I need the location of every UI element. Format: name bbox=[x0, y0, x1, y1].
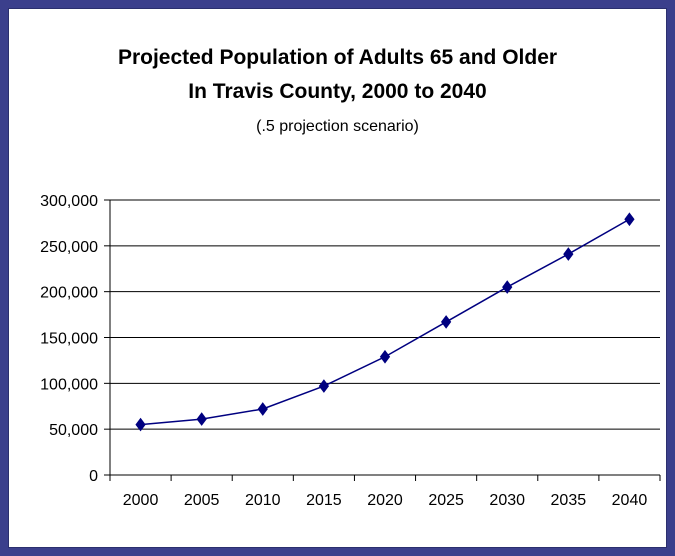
y-tick-label-6: 300,000 bbox=[40, 193, 98, 210]
y-tick-label-3: 150,000 bbox=[40, 331, 98, 348]
gridlines bbox=[110, 199, 660, 430]
data-point-2010 bbox=[257, 402, 268, 416]
y-tick-label-1: 50,000 bbox=[49, 422, 98, 439]
data-point-2015 bbox=[318, 379, 330, 393]
chart-area bbox=[8, 8, 667, 548]
data-point-2020 bbox=[379, 349, 391, 364]
data-point-2035 bbox=[563, 247, 574, 261]
x-tick-label-2030: 2030 bbox=[489, 492, 525, 509]
series-line-0 bbox=[140, 218, 630, 426]
data-point-2030 bbox=[502, 280, 513, 294]
series-layer bbox=[135, 212, 635, 432]
x-tick-label-2025: 2025 bbox=[428, 492, 464, 509]
x-tick-label-2040: 2040 bbox=[612, 492, 648, 509]
y-tick-label-4: 200,000 bbox=[40, 285, 98, 302]
x-tick-label-2020: 2020 bbox=[367, 492, 403, 509]
x-tick-label-2010: 2010 bbox=[245, 492, 281, 509]
x-axis-ticks: 2000 2005 2010 2015 2020 2025 2030 2035 2040 bbox=[109, 475, 661, 509]
data-point-2040 bbox=[624, 212, 635, 227]
data-point-2025 bbox=[440, 315, 452, 329]
data-point-2000 bbox=[135, 417, 146, 432]
x-tick-label-2005: 2005 bbox=[184, 492, 220, 509]
y-tick-label-0: 0 bbox=[89, 468, 98, 485]
x-tick-label-2000: 2000 bbox=[123, 492, 159, 509]
chart-title-line-2: In Travis County, 2000 to 2040 bbox=[188, 80, 487, 103]
chart-subtitle: (.5 projection scenario) bbox=[256, 118, 419, 135]
chart-title-line-1: Projected Population of Adults 65 and Ol… bbox=[117, 46, 558, 69]
data-point-2005 bbox=[196, 412, 207, 426]
y-axis-ticks: 0 50,000 100,000 150,000 200,000 250,000 300,0… bbox=[40, 193, 110, 485]
x-tick-label-2035: 2035 bbox=[551, 492, 587, 509]
y-tick-label-5: 250,000 bbox=[40, 239, 98, 256]
x-tick-label-2015: 2015 bbox=[306, 492, 342, 509]
y-tick-label-2: 100,000 bbox=[40, 376, 98, 393]
